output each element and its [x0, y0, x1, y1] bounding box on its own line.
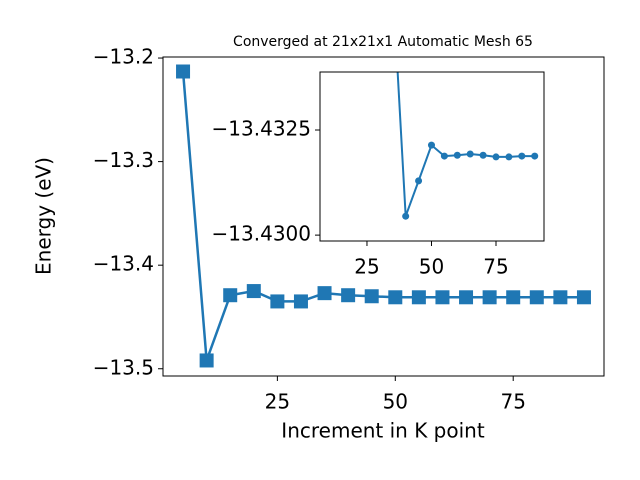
marker: [529, 290, 544, 305]
marker: [246, 284, 261, 299]
marker: [402, 212, 410, 220]
y-tick-label: −13.4: [93, 252, 154, 276]
marker: [317, 286, 332, 301]
marker: [223, 288, 238, 303]
marker: [293, 294, 308, 309]
x-tick-label: 75: [483, 255, 508, 279]
marker: [466, 150, 474, 158]
x-tick-label: 75: [500, 390, 525, 414]
marker: [435, 290, 450, 305]
marker: [415, 177, 423, 185]
y-tick-label: −13.3: [93, 148, 154, 172]
marker: [492, 153, 500, 161]
marker: [270, 294, 285, 309]
marker: [411, 290, 426, 305]
marker: [505, 153, 513, 161]
marker: [199, 353, 214, 368]
x-tick-label: 50: [419, 255, 444, 279]
marker: [479, 151, 487, 159]
y-tick-label: −13.4300: [212, 222, 311, 246]
marker: [518, 152, 526, 160]
marker: [364, 289, 379, 304]
x-axis-label: Increment in K point: [281, 419, 485, 443]
marker: [176, 64, 191, 79]
x-tick-label: 50: [383, 390, 408, 414]
marker: [553, 290, 568, 305]
marker: [531, 152, 539, 160]
marker: [506, 290, 521, 305]
x-tick-label: 25: [354, 255, 379, 279]
y-tick-label: −13.4325: [212, 117, 311, 141]
y-axis-label: Energy (eV): [32, 157, 56, 275]
y-tick-label: −13.2: [93, 45, 154, 69]
marker: [341, 288, 356, 303]
marker: [576, 290, 591, 305]
marker: [440, 152, 448, 160]
axes-frame: [162, 56, 605, 377]
marker: [459, 290, 474, 305]
marker: [427, 141, 435, 149]
plot-layer: [396, 72, 539, 220]
y-tick-label: −13.5: [93, 355, 154, 379]
plot-layer: [176, 64, 591, 368]
x-tick-label: 25: [265, 390, 290, 414]
marker: [388, 290, 403, 305]
axes-frame: [319, 71, 545, 242]
chart-title: Converged at 21x21x1 Automatic Mesh 65: [233, 34, 533, 50]
marker: [482, 290, 497, 305]
marker: [453, 151, 461, 159]
